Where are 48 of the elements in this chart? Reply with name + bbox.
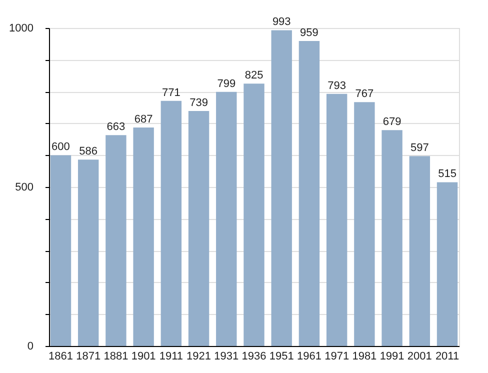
bar <box>78 160 99 346</box>
data-label: 515 <box>438 168 456 180</box>
x-tick-label: 2011 <box>435 350 460 362</box>
data-label: 825 <box>244 70 264 82</box>
bar <box>188 111 210 346</box>
data-label: 993 <box>272 16 291 28</box>
bar <box>436 182 458 346</box>
x-tick-label: 1881 <box>104 350 128 362</box>
data-label: 799 <box>217 78 236 90</box>
x-tick-label: 1911 <box>159 350 183 362</box>
bar <box>298 41 320 346</box>
x-tick-label: 1991 <box>380 350 404 362</box>
x-tick-label: 1871 <box>76 350 101 362</box>
data-label: 767 <box>355 88 374 100</box>
data-label: 663 <box>106 121 126 134</box>
data-label: 687 <box>134 114 153 126</box>
y-tick-label: 500 <box>15 182 34 194</box>
y-tick-label: 0 <box>27 340 34 352</box>
bar <box>244 84 264 346</box>
data-label: 597 <box>410 142 429 154</box>
data-label: 771 <box>162 86 180 99</box>
data-label: 793 <box>328 80 346 92</box>
x-tick-label: 1931 <box>214 350 239 362</box>
data-label: 600 <box>52 141 70 154</box>
bar <box>106 135 126 346</box>
bar <box>326 94 348 346</box>
data-label: 679 <box>382 116 402 128</box>
x-tick-label: 2001 <box>407 350 432 362</box>
x-tick-label: 1981 <box>352 350 377 362</box>
bar <box>271 30 292 346</box>
data-label: 739 <box>190 97 208 109</box>
bar <box>50 155 72 346</box>
y-tick-label: 1000 <box>9 22 34 34</box>
x-tick-label: 1951 <box>269 350 294 362</box>
x-tick-label: 1861 <box>48 350 73 362</box>
x-tick-label: 1921 <box>186 350 212 362</box>
data-label: 959 <box>300 27 318 40</box>
bar <box>354 102 375 346</box>
bar <box>382 130 402 346</box>
bar <box>216 92 237 346</box>
x-tick-label: 1971 <box>324 350 350 362</box>
x-tick-label: 1901 <box>131 350 156 362</box>
x-tick-label: 1961 <box>296 350 322 362</box>
bar <box>409 156 430 346</box>
bar <box>133 128 154 346</box>
x-tick-label: 1936 <box>242 350 266 362</box>
data-label: 586 <box>79 146 98 158</box>
bar <box>160 100 182 346</box>
